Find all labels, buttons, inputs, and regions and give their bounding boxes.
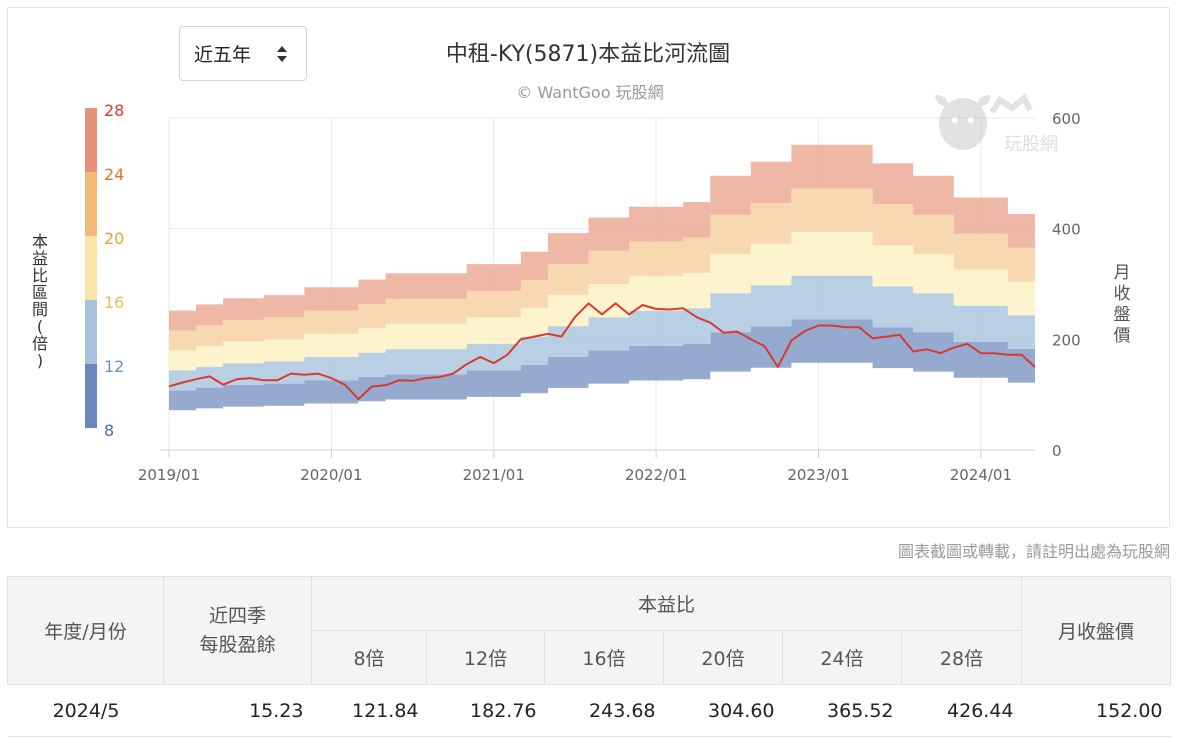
legend-tick-label: 12: [104, 357, 124, 376]
legend-tick-label: 8: [104, 421, 114, 440]
y-axis-title-left-char: 倍: [32, 334, 48, 353]
sort-arrows-icon: [277, 46, 287, 62]
y-axis-title-left-char: 間: [32, 300, 48, 319]
pe-table: 年度/月份 近四季 每股盈餘 本益比 月收盤價 8倍 12倍 16倍 20倍 2…: [7, 576, 1172, 737]
pe-band-12-16: [169, 275, 1035, 391]
header-period: 年度/月份: [7, 576, 164, 685]
y-tick-label-right: 600: [1052, 110, 1081, 128]
cell-price-20x: 304.60: [663, 684, 783, 737]
y-axis-title-right-char: 月: [1114, 263, 1131, 283]
band-layer: [169, 144, 1035, 411]
range-select-value: 近五年: [194, 44, 252, 66]
y-axis-title-left-char: 益: [32, 249, 48, 268]
header-eps: 近四季 每股盈餘: [163, 576, 312, 685]
credit-notice: 圖表截圖或轉載，請註明出處為玩股網: [897, 542, 1170, 561]
wantgoo-watermark: 玩股網: [935, 93, 1058, 155]
y-axis-title-left-char: ): [37, 351, 43, 370]
cell-price-16x: 243.68: [544, 684, 664, 737]
x-tick-label: 2021/01: [463, 466, 525, 484]
header-multiple: 28倍: [900, 630, 1023, 685]
y-tick-label-right: 400: [1052, 221, 1081, 239]
x-tick-label: 2024/01: [950, 466, 1012, 484]
pe-band-8-12: [169, 319, 1035, 411]
cell-period: 2024/5: [7, 684, 164, 737]
legend-tick-label: 24: [104, 165, 124, 184]
legend-swatch: [85, 172, 97, 236]
cell-close: 152.00: [1021, 684, 1171, 737]
y-axis-title-right-char: 價: [1114, 326, 1131, 346]
color-legend: 28 24 20 16 12 8: [85, 101, 124, 440]
axis-layer: 2019/01 2020/01 2021/01 2022/01 2023/01 2024/…: [32, 110, 1131, 484]
legend-tick-label: 28: [104, 101, 124, 120]
legend-tick-label: 16: [104, 293, 124, 312]
pe-band-20-24: [169, 188, 1035, 351]
legend-swatch: [85, 300, 97, 364]
legend-swatch: [85, 364, 97, 428]
pe-band-24-28: [169, 144, 1035, 331]
chart-subtitle: © WantGoo 玩股網: [516, 83, 664, 102]
chart-title: 中租-KY(5871)本益比河流圖: [445, 42, 731, 67]
legend-tick-label: 20: [104, 229, 124, 248]
y-axis-title-left-char: (: [37, 317, 43, 336]
y-tick-label-right: 200: [1052, 331, 1081, 349]
table-row: 2024/5 15.23 121.84 182.76 243.68 304.60…: [7, 684, 1171, 737]
y-axis-title-right-char: 收: [1114, 284, 1131, 304]
x-tick-label: 2023/01: [787, 466, 849, 484]
header-multiple: 12倍: [426, 630, 545, 685]
cell-price-24x: 365.52: [782, 684, 902, 737]
legend-swatch: [85, 108, 97, 172]
x-tick-label: 2022/01: [625, 466, 687, 484]
x-tick-label: 2020/01: [300, 466, 362, 484]
y-tick-label-right: 0: [1052, 442, 1062, 460]
pe-band-16-20: [169, 232, 1035, 371]
y-axis-title-left-char: 區: [32, 283, 48, 302]
price-line: [168, 302, 1036, 401]
y-axis-title-right-char: 盤: [1114, 305, 1131, 325]
header-multiple: 16倍: [544, 630, 664, 685]
header-close: 月收盤價: [1021, 576, 1172, 685]
pe-river-chart: 2019/01 2020/01 2021/01 2022/01 2023/01 2024/…: [32, 93, 1131, 484]
header-multiple: 20倍: [663, 630, 783, 685]
header-multiple: 24倍: [782, 630, 902, 685]
header-multiple: 8倍: [311, 630, 427, 685]
legend-swatch: [85, 236, 97, 300]
cell-price-8x: 121.84: [311, 684, 427, 737]
y-axis-title-left-char: 本: [32, 232, 48, 251]
range-select[interactable]: 近五年: [179, 26, 307, 81]
watermark-text: 玩股網: [1004, 134, 1058, 155]
x-tick-label: 2019/01: [138, 466, 200, 484]
cell-price-12x: 182.76: [426, 684, 545, 737]
pe-table-wrap: 年度/月份 近四季 每股盈餘 本益比 月收盤價 8倍 12倍 16倍 20倍 2…: [7, 576, 1172, 737]
cell-price-28x: 426.44: [901, 684, 1022, 737]
price-line-layer: [168, 302, 1036, 401]
y-axis-title-left-char: 比: [32, 266, 48, 285]
cell-eps: 15.23: [163, 684, 312, 737]
header-pe-group: 本益比: [310, 576, 1023, 631]
